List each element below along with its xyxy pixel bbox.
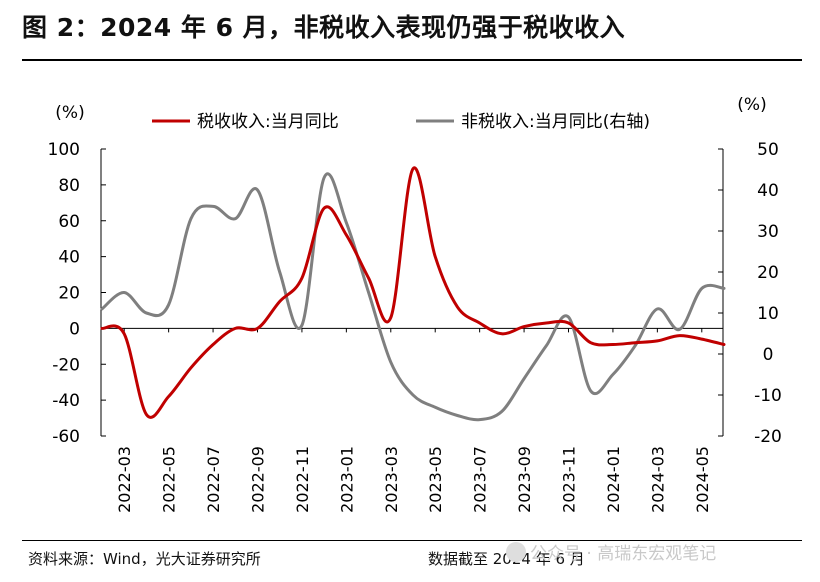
- x-tick-label: 2024-05: [693, 446, 712, 513]
- nontax-revenue-series-line: [100, 172, 726, 422]
- left-tick-label: 60: [58, 212, 80, 232]
- legend-label-nontax: 非税收入:当月同比(右轴): [461, 112, 650, 132]
- title-rule: [22, 59, 802, 61]
- left-tick-label: -40: [52, 391, 80, 411]
- source-note: 资料来源：Wind，光大证券研究所: [28, 550, 261, 568]
- left-tick-label: 20: [58, 284, 80, 304]
- x-tick-labels: 2022-03 2022-05 2022-07 2022-09 2022-11 2023-…: [115, 328, 712, 513]
- right-tick-label: 10: [757, 304, 779, 324]
- x-tick-label: 2022-07: [204, 446, 223, 513]
- left-axis-unit: (%): [55, 103, 84, 123]
- x-tick-label: 2023-07: [471, 446, 490, 513]
- x-tick-label: 2022-09: [249, 446, 268, 513]
- x-tick-label: 2022-03: [115, 446, 134, 513]
- chart-legend: 税收收入:当月同比 非税收入:当月同比(右轴): [152, 112, 650, 132]
- x-tick-label: 2023-05: [426, 446, 445, 513]
- tax-revenue-series-line: [100, 166, 726, 419]
- figure-title: 图 2：2024 年 6 月，非税收入表现仍强于税收收入: [22, 13, 626, 42]
- left-tick-label: 100: [48, 140, 80, 160]
- right-tick-label: 30: [757, 222, 779, 242]
- x-tick-label: 2024-01: [604, 446, 623, 513]
- right-tick-label: 40: [757, 181, 779, 201]
- right-tick-label: 20: [757, 263, 779, 283]
- right-axis-unit: (%): [737, 95, 766, 115]
- data-cutoff-note: 数据截至 2024 年 6 月: [428, 550, 585, 568]
- chart-axes: 100806040200-20-40-60(%)50403020100-10-2…: [48, 95, 782, 447]
- right-tick-label: -20: [754, 427, 782, 447]
- x-tick-label: 2022-05: [160, 446, 179, 513]
- chart-lines: [100, 166, 726, 422]
- wechat-icon: [506, 541, 526, 562]
- x-tick-label: 2023-01: [337, 446, 356, 513]
- left-tick-label: -60: [52, 427, 80, 447]
- left-tick-label: 80: [58, 176, 80, 196]
- x-tick-label: 2023-09: [515, 446, 534, 513]
- right-tick-label: 0: [763, 345, 774, 365]
- x-tick-label: 2024-03: [648, 446, 667, 513]
- legend-label-tax: 税收收入:当月同比: [197, 112, 339, 132]
- left-tick-label: 0: [69, 319, 80, 339]
- x-tick-label: 2023-11: [560, 446, 579, 513]
- right-tick-label: 50: [757, 140, 779, 160]
- right-tick-label: -10: [754, 386, 782, 406]
- left-tick-label: 40: [58, 248, 80, 268]
- footer-rule: [22, 540, 802, 541]
- left-tick-label: -20: [52, 355, 80, 375]
- x-tick-label: 2023-03: [382, 446, 401, 513]
- x-tick-label: 2022-11: [293, 446, 312, 513]
- watermark: 公众号 · 高瑞东宏观笔记: [506, 539, 716, 564]
- watermark-text: 公众号 · 高瑞东宏观笔记: [530, 544, 717, 564]
